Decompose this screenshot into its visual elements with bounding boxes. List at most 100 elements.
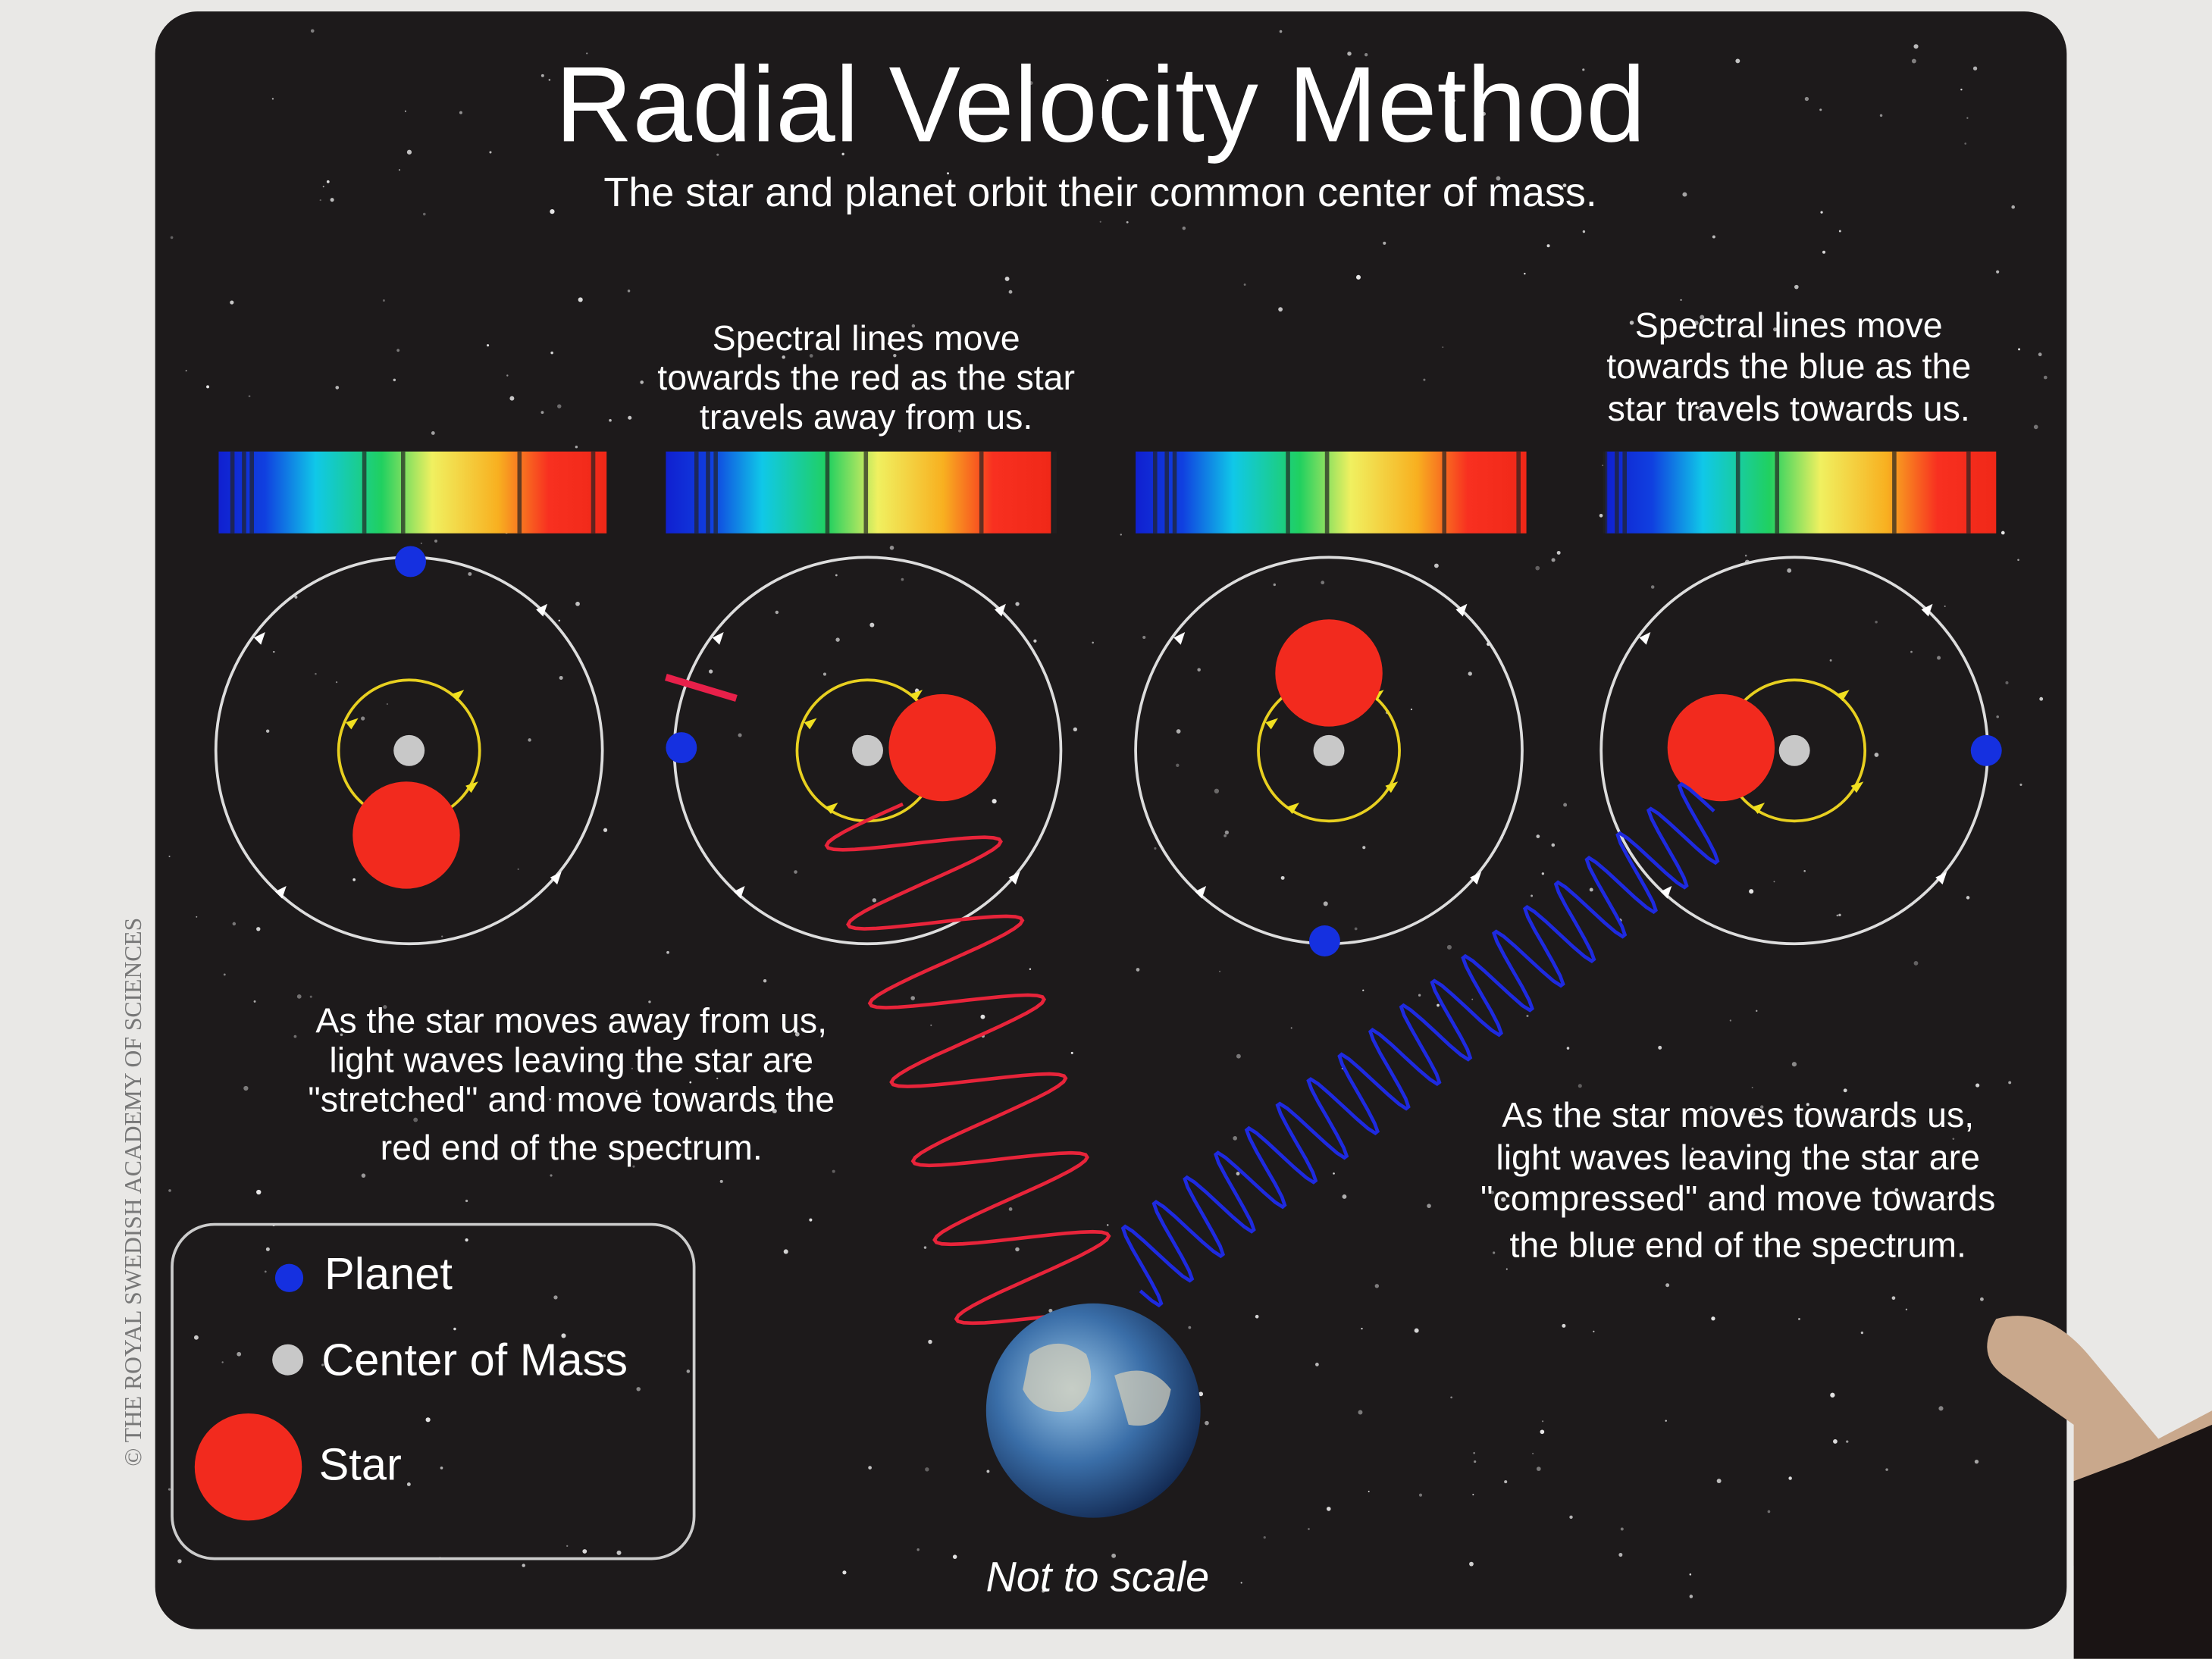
- star-dot: [1542, 1420, 1544, 1423]
- star-dot: [1142, 635, 1146, 640]
- starfield: [168, 29, 2048, 1598]
- center-of-mass: [1778, 734, 1810, 766]
- star-dot: [517, 868, 519, 871]
- star-dot: [1496, 176, 1501, 181]
- star-dot: [1938, 1406, 1944, 1411]
- star-dot: [992, 799, 997, 804]
- star-dot: [509, 396, 515, 401]
- star-dot: [1048, 1308, 1053, 1313]
- star-dot: [1806, 1103, 1809, 1107]
- star-dot: [559, 675, 563, 680]
- star-dot: [170, 236, 174, 239]
- star-dot: [947, 172, 949, 175]
- star-dot: [1374, 1284, 1380, 1288]
- star-dot: [487, 344, 490, 347]
- planet: [666, 732, 697, 764]
- star-dot: [1787, 568, 1792, 573]
- orbit-arrow: [1935, 872, 1947, 885]
- star-dot: [1273, 583, 1276, 587]
- star-dot: [1301, 80, 1306, 85]
- star-dot: [1629, 321, 1634, 325]
- star-dot: [809, 1218, 813, 1222]
- star-dot: [627, 290, 631, 293]
- star-dot: [2011, 205, 2016, 209]
- star: [352, 781, 460, 889]
- star-dot: [1773, 881, 1775, 883]
- star-dot: [1689, 1573, 1692, 1576]
- star-dot: [738, 733, 742, 737]
- star-dot: [293, 1035, 297, 1038]
- star-dot: [1589, 887, 1593, 892]
- star-dot: [686, 1369, 691, 1373]
- star-dot: [1493, 1251, 1496, 1254]
- star-orbit-arrow: [1265, 718, 1279, 730]
- star-dot: [1108, 102, 1111, 106]
- star-dot: [792, 1058, 796, 1063]
- star-dot: [1092, 641, 1094, 644]
- center-of-mass: [1313, 734, 1345, 766]
- star-dot: [719, 1179, 723, 1183]
- star-dot: [2018, 348, 2021, 351]
- orbit-arrow: [1921, 603, 1933, 617]
- star-dot: [783, 1249, 788, 1254]
- star-dot: [578, 297, 583, 302]
- star-dot: [1822, 250, 1826, 254]
- star-dot: [2019, 783, 2022, 786]
- star-dot: [1278, 307, 1283, 312]
- star-dot: [1665, 1420, 1667, 1422]
- star-dot: [540, 74, 544, 77]
- star-dot: [1711, 1316, 1715, 1321]
- star-dot: [1205, 1420, 1209, 1426]
- star-dot: [930, 1024, 932, 1026]
- star-dot: [1524, 272, 1526, 275]
- star-dot: [1505, 1268, 1508, 1270]
- star-dot: [1996, 715, 1999, 718]
- star-dot: [253, 1000, 256, 1003]
- star-dot: [386, 703, 388, 706]
- legend-box: [171, 1222, 696, 1560]
- star-dot: [1368, 1491, 1370, 1492]
- star-dot: [330, 198, 334, 202]
- star-dot: [1101, 116, 1104, 118]
- star-dot: [468, 571, 472, 576]
- spectral-line: [400, 451, 406, 534]
- star-dot: [223, 973, 226, 976]
- star-dot: [1188, 1326, 1192, 1329]
- star-dot: [841, 152, 844, 156]
- star-dot: [566, 1545, 569, 1548]
- caption-line: As the star moves away from us,: [315, 1000, 827, 1040]
- star-dot: [1015, 602, 1020, 606]
- star-dot: [794, 870, 797, 874]
- star-dot: [685, 1099, 689, 1103]
- spectral-line: [1286, 451, 1290, 534]
- star-dot: [1875, 621, 1878, 624]
- star-dot: [522, 1564, 525, 1567]
- star-dot: [1106, 79, 1109, 82]
- star-dot: [1008, 290, 1013, 294]
- star-dot: [775, 610, 779, 615]
- star-dot: [1996, 270, 2000, 274]
- star-dot: [1952, 1138, 1955, 1140]
- spectral-line: [1966, 451, 1971, 534]
- star-dot: [1791, 1062, 1797, 1067]
- star: [1667, 693, 1775, 802]
- star-dot: [1326, 1507, 1331, 1511]
- star-dot: [459, 111, 462, 114]
- star-dot: [582, 1549, 587, 1554]
- star-dot: [1663, 335, 1668, 339]
- star-dot: [1361, 1327, 1363, 1330]
- spectral-line: [706, 451, 710, 534]
- star-dot: [294, 595, 298, 599]
- spectral-line: [1152, 451, 1158, 534]
- star-orbit-arrow: [345, 718, 359, 730]
- orbit-arrow: [1470, 872, 1482, 885]
- star-dot: [1154, 847, 1157, 850]
- star-dot: [809, 354, 813, 358]
- star-dot: [631, 1067, 634, 1069]
- star-dot: [1423, 378, 1426, 381]
- star-dot: [716, 153, 719, 156]
- star-dot: [193, 1335, 199, 1340]
- star-dot: [1120, 534, 1122, 536]
- star-dot: [1562, 183, 1567, 188]
